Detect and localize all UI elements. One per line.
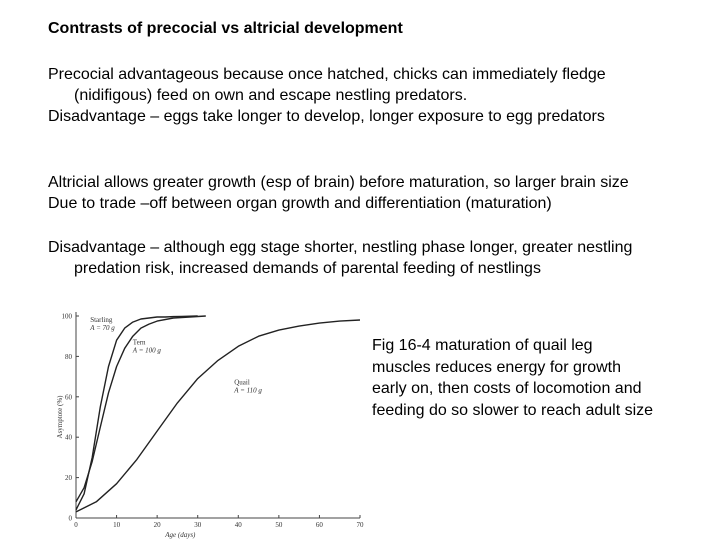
slide-title: Contrasts of precocial vs altricial deve… [48,20,403,37]
text-line: Disadvantage – although egg stage shorte… [48,239,633,256]
text-line: predation risk, increased demands of par… [74,260,541,277]
x-tick-label: 20 [154,521,162,529]
precocial-paragraph: Precocial advantageous because once hatc… [48,64,718,127]
x-tick-label: 30 [194,521,202,529]
caption-line: early on, then costs of locomotion and [372,380,642,397]
growth-curve-chart: 0 10 20 30 40 50 60 70 0 20 40 60 80 100 Age (days) As… [56,312,365,539]
figure-caption: Fig 16-4 maturation of quail leg muscles… [372,335,702,421]
caption-line: Fig 16-4 maturation of quail leg [372,337,593,354]
text-line: Precocial advantageous because once hatc… [48,66,606,83]
caption-line: muscles reduces energy for growth [372,358,621,376]
chart-series [75,315,361,513]
chart-axes [75,312,360,519]
x-tick-label: 0 [74,521,78,529]
series-label-starling: A = 70 g [89,324,115,332]
text-line: Altricial allows greater growth (esp of … [48,174,629,191]
x-axis-label: Age (days) [164,531,196,539]
text-line: Disadvantage – eggs take longer to devel… [48,108,605,125]
altricial-paragraph: Altricial allows greater growth (esp of … [48,172,718,214]
altricial-disadvantage-paragraph: Disadvantage – although egg stage shorte… [48,237,718,279]
text-line: (nidifigous) feed on own and escape nest… [74,87,468,104]
x-tick-label: 10 [113,521,121,529]
y-tick-label: 0 [69,515,73,523]
chart-ticks: 0 10 20 30 40 50 60 70 0 20 40 60 80 100 [62,313,365,530]
y-tick-label: 40 [65,434,73,442]
y-tick-label: 80 [65,353,73,361]
series-line-tern [75,315,206,503]
y-tick-label: 60 [65,393,73,401]
x-tick-label: 70 [357,521,365,529]
series-label-quail: A = 110 g [233,387,262,395]
series-label-tern: Tern [133,338,146,346]
y-axis-label: Asymptote (%) [56,395,64,439]
x-tick-label: 60 [316,521,324,529]
text-line: Due to trade –off between organ growth a… [48,195,552,212]
series-label-tern: A = 100 g [132,346,162,354]
series-line-quail [75,319,361,513]
series-label-quail: Quail [234,379,250,387]
x-tick-label: 50 [275,521,283,529]
caption-line: feeding do so slower to reach adult size [372,401,654,419]
y-tick-label: 20 [65,474,73,482]
y-tick-label: 100 [62,313,73,321]
series-label-starling: Starling [90,316,113,324]
x-tick-label: 40 [235,521,243,529]
series-line-starling [75,315,198,511]
